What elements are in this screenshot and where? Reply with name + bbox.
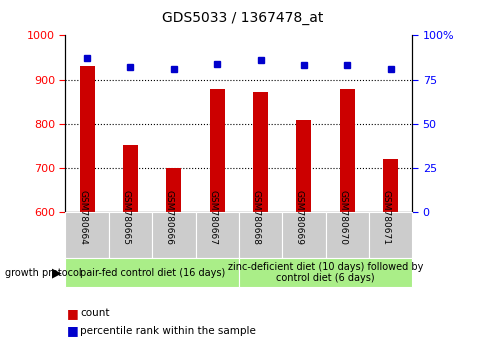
- Text: GSM780664: GSM780664: [78, 189, 87, 245]
- Text: percentile rank within the sample: percentile rank within the sample: [80, 326, 256, 336]
- Bar: [65, 212, 108, 258]
- Bar: [65, 258, 238, 287]
- Bar: [108, 212, 152, 258]
- Bar: [382, 159, 397, 212]
- Bar: [209, 89, 224, 212]
- Text: GSM780669: GSM780669: [294, 189, 303, 245]
- Text: GDS5033 / 1367478_at: GDS5033 / 1367478_at: [162, 11, 322, 25]
- Text: GSM780668: GSM780668: [251, 189, 260, 245]
- Text: count: count: [80, 308, 109, 318]
- Text: GSM780667: GSM780667: [208, 189, 217, 245]
- Text: GSM780670: GSM780670: [337, 189, 347, 245]
- Text: growth protocol: growth protocol: [5, 268, 81, 278]
- Bar: [253, 92, 268, 212]
- Bar: [325, 212, 368, 258]
- Bar: [152, 212, 195, 258]
- Bar: [339, 89, 354, 212]
- Bar: [296, 120, 311, 212]
- Text: pair-fed control diet (16 days): pair-fed control diet (16 days): [79, 268, 224, 278]
- Text: GSM780666: GSM780666: [165, 189, 173, 245]
- Text: GSM780665: GSM780665: [121, 189, 130, 245]
- Text: ▶: ▶: [52, 266, 62, 279]
- Bar: [238, 258, 411, 287]
- Bar: [238, 212, 282, 258]
- Text: ■: ■: [67, 307, 78, 320]
- Bar: [282, 212, 325, 258]
- Text: GSM780671: GSM780671: [381, 189, 390, 245]
- Bar: [166, 168, 181, 212]
- Bar: [368, 212, 411, 258]
- Text: zinc-deficient diet (10 days) followed by
control diet (6 days): zinc-deficient diet (10 days) followed b…: [227, 262, 423, 284]
- Text: ■: ■: [67, 325, 78, 337]
- Bar: [79, 67, 94, 212]
- Bar: [122, 145, 138, 212]
- Bar: [195, 212, 239, 258]
